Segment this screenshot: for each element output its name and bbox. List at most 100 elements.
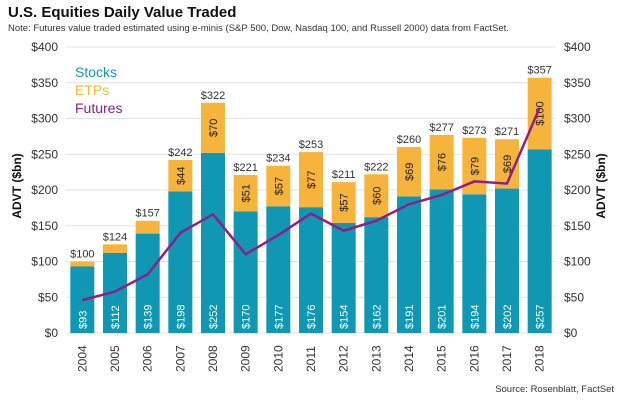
bar-stocks: [135, 233, 160, 333]
bar-label-etps: $57: [273, 177, 285, 195]
bar-label-stocks: $191: [404, 305, 416, 329]
bar-label-stocks: $93: [77, 311, 89, 329]
bar-total-label: $357: [527, 65, 551, 77]
y-tick-left: $400: [31, 40, 58, 54]
x-tick-label: 2005: [108, 345, 122, 372]
bar-stocks: [364, 217, 389, 333]
y-tick-left: $300: [31, 112, 58, 126]
bar-label-etps: $57: [339, 193, 351, 211]
bar-total-label: $253: [299, 139, 323, 151]
x-tick-label: 2014: [402, 345, 416, 372]
bar-stocks: [201, 152, 225, 333]
bar-total-label: $260: [397, 134, 421, 146]
bar-label-etps: $77: [306, 170, 318, 188]
y-tick-left: $350: [31, 76, 58, 90]
bar-stocks: [299, 207, 323, 333]
y-tick-right: $200: [564, 183, 591, 197]
bar-label-stocks: $112: [110, 305, 122, 329]
x-tick-label: 2006: [141, 345, 155, 372]
y-tick-left: $50: [38, 290, 58, 304]
bar-label-etps: $60: [371, 187, 383, 205]
y-tick-right: $150: [564, 219, 591, 233]
bar-etps: [364, 174, 389, 218]
bar-total-label: $157: [135, 208, 159, 220]
bar-etps: [103, 244, 127, 253]
bar-label-etps: $70: [208, 119, 220, 137]
y-tick-right: $300: [564, 112, 591, 126]
y-tick-right: $0: [564, 326, 578, 340]
x-tick-label: 2008: [206, 345, 220, 372]
bar-etps: [201, 102, 225, 153]
bar-total-label: $273: [462, 125, 486, 137]
legend-futures: Futures: [75, 100, 122, 116]
bar-total-label: $277: [429, 122, 453, 134]
bar-etps: [266, 165, 291, 207]
y-tick-right: $350: [564, 76, 591, 90]
bar-label-stocks: $139: [143, 305, 155, 329]
bar-stocks: [233, 211, 258, 333]
bar-stocks: [266, 206, 291, 333]
bar-label-stocks: $252: [208, 305, 220, 329]
bar-total-label: $322: [201, 90, 225, 102]
bar-total-label: $234: [266, 153, 290, 165]
bar-label-stocks: $202: [502, 305, 514, 329]
bar-etps: [135, 220, 160, 234]
y-tick-left: $0: [45, 326, 59, 340]
x-tick-label: 2007: [173, 345, 187, 372]
bar-total-label: $221: [233, 162, 257, 174]
bar-label-stocks: $257: [535, 305, 547, 329]
bar-label-stocks: $194: [469, 305, 481, 329]
bar-total-label: $211: [332, 169, 356, 181]
y-axis-right-ticks: $0 $50 $100 $150 $200 $250 $300 $350 $400: [564, 40, 591, 340]
x-tick-label: 2013: [369, 345, 383, 372]
x-axis-ticks: 2004 2005 2006 2007 2008 2009 2010 2011 2012 2013…: [75, 345, 546, 372]
x-tick-label: 2009: [239, 345, 253, 372]
bar-label-etps: $69: [502, 155, 514, 173]
chart-title: U.S. Equities Daily Value Traded: [8, 4, 237, 21]
x-tick-label: 2015: [435, 345, 449, 372]
bar-label-stocks: $162: [371, 305, 383, 329]
bar-etps: [299, 152, 323, 208]
bar-label-stocks: $177: [273, 305, 285, 329]
x-tick-label: 2017: [500, 345, 514, 372]
bar-stocks: [527, 149, 552, 333]
bar-label-etps: $79: [469, 157, 481, 175]
y-tick-left: $150: [31, 219, 58, 233]
y-tick-right: $250: [564, 147, 591, 161]
x-tick-label: 2004: [75, 345, 89, 372]
bar-etps: [527, 77, 552, 150]
chart-subtitle: Note: Futures value traded estimated usi…: [8, 23, 509, 34]
bar-total-label: $242: [168, 147, 192, 159]
bar-total-label: $271: [495, 126, 519, 138]
bar-stocks: [331, 222, 356, 333]
bar-label-stocks: $170: [241, 305, 253, 329]
bar-label-etps: $44: [175, 167, 187, 185]
y-tick-left: $200: [31, 183, 58, 197]
y-tick-left: $100: [31, 255, 58, 269]
y-tick-left: $250: [31, 147, 58, 161]
bar-label-stocks: $176: [306, 305, 318, 329]
legend-etps: ETPs: [75, 82, 109, 98]
bar-stocks: [397, 196, 421, 333]
bar-etps: [70, 261, 95, 267]
bars: $93 $100 $112 $124 $139 $157 $198 $44 $242 $252 $7…: [70, 65, 552, 333]
y-tick-right: $100: [564, 255, 591, 269]
legend-stocks: Stocks: [75, 64, 117, 80]
bar-stocks: [495, 188, 519, 333]
bar-total-label: $100: [70, 249, 94, 261]
x-tick-label: 2011: [304, 346, 318, 372]
x-tick-label: 2010: [271, 345, 285, 372]
bar-label-etps: $76: [437, 153, 449, 171]
y-tick-right: $400: [564, 40, 591, 54]
bar-label-stocks: $201: [437, 305, 449, 329]
x-tick-label: 2016: [467, 345, 481, 372]
bar-stocks: [429, 189, 454, 333]
futures-line: [82, 107, 541, 302]
bar-stocks: [462, 194, 487, 333]
y-axis-left-label: ADVT ($bn): [10, 153, 24, 218]
bar-etps: [168, 159, 193, 192]
x-tick-label: 2012: [337, 345, 351, 372]
bar-stocks: [168, 191, 193, 333]
line-futures: [82, 107, 541, 302]
